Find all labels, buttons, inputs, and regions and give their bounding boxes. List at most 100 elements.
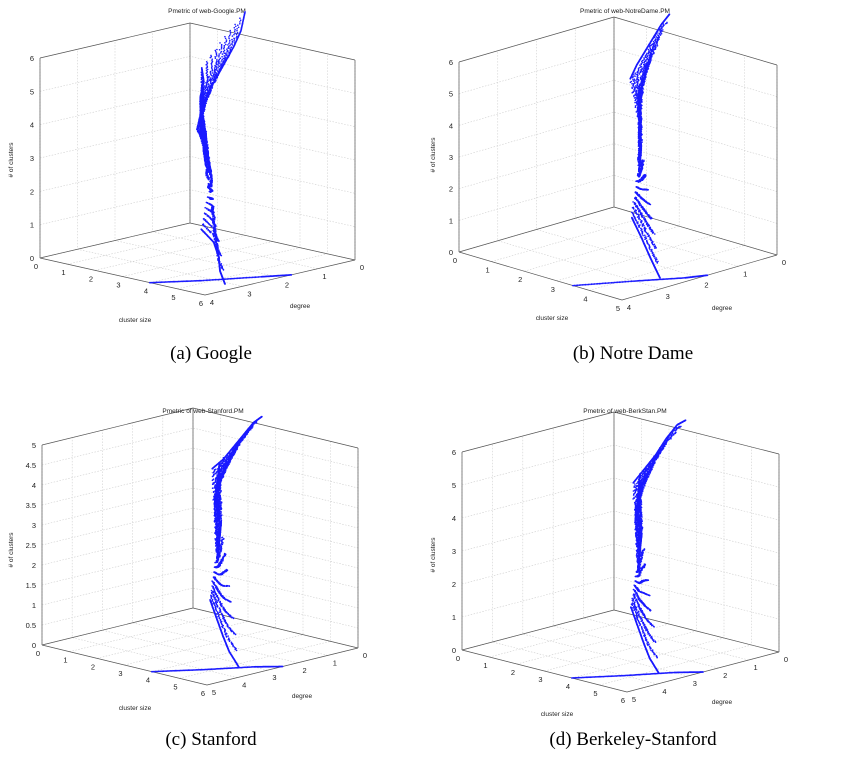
data-point — [640, 105, 642, 108]
data-point — [215, 51, 217, 53]
data-point — [207, 95, 210, 98]
data-point — [173, 280, 176, 283]
data-band — [200, 112, 213, 180]
data-point — [203, 85, 206, 87]
data-point — [638, 96, 641, 99]
grid-line — [39, 156, 356, 194]
data-point — [646, 57, 649, 60]
data-point — [206, 62, 209, 64]
data-point — [253, 276, 256, 279]
data-point — [210, 64, 213, 66]
data-point — [220, 63, 223, 66]
data-point — [223, 58, 226, 60]
data-point — [681, 277, 684, 279]
data-point — [587, 283, 590, 286]
data-point — [671, 277, 674, 280]
data-point — [226, 51, 228, 53]
grid-line — [114, 40, 281, 278]
data-point — [575, 284, 578, 287]
data-point — [640, 279, 642, 282]
data-point — [640, 93, 642, 96]
data-point — [209, 183, 211, 185]
data-point — [220, 60, 223, 62]
data-point — [634, 81, 636, 84]
data-point — [182, 280, 185, 283]
data-point — [203, 138, 206, 141]
data-point — [201, 89, 203, 91]
data-point — [630, 280, 633, 283]
data-point — [633, 78, 636, 80]
data-point — [163, 281, 166, 283]
data-point — [578, 284, 581, 286]
data-point — [581, 284, 584, 286]
data-point — [659, 30, 662, 33]
data-point — [211, 59, 213, 62]
z-tick-label: 1 — [449, 216, 453, 225]
z-tick-label: 3 — [30, 154, 34, 163]
data-point — [639, 159, 642, 161]
data-point — [212, 235, 215, 238]
data-point — [643, 66, 645, 69]
data-point — [638, 178, 641, 181]
data-point — [650, 48, 653, 51]
caption-google: (a) Google — [170, 343, 252, 364]
data-point — [156, 281, 159, 284]
data-point — [637, 173, 639, 175]
data-point — [208, 76, 210, 79]
data-point — [648, 50, 650, 52]
data-point — [201, 80, 203, 83]
data-point — [225, 39, 228, 41]
data-point — [680, 277, 683, 279]
data-point — [583, 283, 585, 286]
data-point — [640, 132, 643, 135]
data-point — [228, 54, 231, 57]
data-point — [642, 79, 644, 81]
data-point — [640, 100, 643, 102]
data-point — [640, 66, 643, 68]
data-point — [223, 46, 225, 48]
data-point — [645, 65, 648, 68]
data-point — [210, 73, 212, 75]
data-point — [635, 280, 637, 282]
data-point — [189, 280, 192, 282]
data-point — [200, 67, 203, 69]
data-point — [231, 35, 234, 37]
grid-line — [149, 47, 301, 283]
data-point — [220, 278, 223, 281]
data-point — [633, 97, 636, 99]
data-point — [230, 277, 233, 280]
data-point — [228, 52, 230, 54]
data-point — [254, 276, 257, 279]
data-point — [593, 283, 596, 285]
data-point — [166, 281, 168, 283]
data-point — [641, 159, 643, 161]
data-point — [217, 278, 220, 281]
y-axis-label: degree — [290, 303, 311, 310]
data-point — [641, 141, 643, 143]
data-point — [214, 71, 217, 73]
data-point — [215, 68, 217, 71]
data-point — [225, 40, 228, 43]
data-point — [660, 26, 663, 28]
data-point — [205, 61, 208, 63]
data-point — [663, 24, 665, 26]
data-point — [660, 278, 663, 281]
data-point — [640, 62, 643, 65]
z-tick-label: 2 — [449, 185, 453, 194]
y-tick-label: 4 — [627, 303, 631, 312]
data-point — [212, 73, 215, 76]
data-point — [211, 77, 214, 80]
z-tick-label: 6 — [30, 54, 34, 63]
data-point — [224, 283, 226, 285]
data-point — [573, 284, 576, 287]
data-point — [233, 277, 236, 280]
data-point — [211, 60, 214, 63]
data-point — [176, 280, 179, 283]
data-point — [216, 76, 219, 79]
data-point — [227, 278, 230, 280]
data-point — [637, 76, 639, 79]
data-point — [210, 77, 212, 79]
data-point — [217, 247, 219, 249]
grid-line — [556, 45, 713, 282]
data-point — [257, 276, 260, 278]
